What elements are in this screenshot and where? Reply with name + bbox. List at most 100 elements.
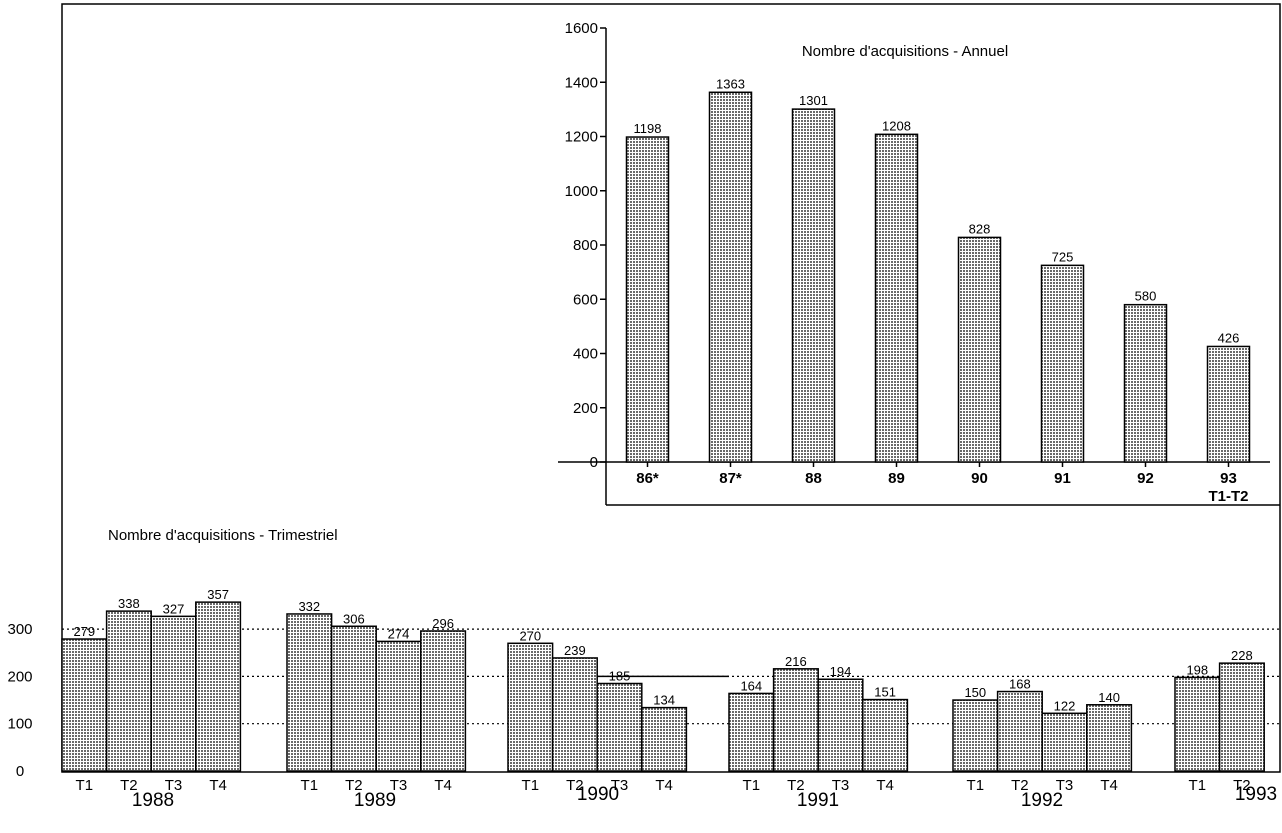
quarterly-bar [817,678,864,772]
quarterly-quarter-label: T2 [120,777,138,794]
quarterly-bar [862,698,909,772]
annual-value-label: 426 [1218,330,1240,345]
annual-value-label: 725 [1052,249,1074,264]
quarterly-bar [195,601,242,772]
quarterly-bar [952,699,999,772]
quarterly-value-label: 134 [653,693,675,708]
quarterly-quarter-label: T2 [566,777,584,794]
quarterly-quarter-label: T2 [787,777,805,794]
quarterly-bar [375,640,422,772]
annual-x-tick-label: 90 [971,470,988,487]
quarterly-value-label: 357 [207,587,229,602]
quarterly-bar [551,657,598,772]
annual-y-tick-label: 400 [573,346,598,363]
quarterly-bar [641,706,688,772]
annual-x-tick-label: 89 [888,470,905,487]
quarterly-year-label: 1988 [132,790,174,811]
quarterly-bar [728,692,775,772]
annual-y-tick-label: 800 [573,237,598,254]
annual-y-tick-label: 600 [573,291,598,308]
quarterly-bar [61,638,108,772]
quarterly-bar [596,682,643,772]
quarterly-year-label: 1989 [354,790,396,811]
quarterly-quarter-label: T2 [345,777,363,794]
quarterly-value-label: 332 [298,599,320,614]
quarterly-quarter-label: T1 [1189,777,1207,794]
quarterly-value-label: 168 [1009,677,1031,692]
quarterly-quarter-label: T4 [1100,777,1118,794]
quarterly-value-label: 228 [1231,648,1253,663]
annual-y-tick-label: 1200 [565,129,598,146]
quarterly-value-label: 151 [874,685,896,700]
annual-x-tick-label: 93 [1220,470,1237,487]
quarterly-quarter-label: T3 [1056,777,1074,794]
quarterly-value-label: 306 [343,611,365,626]
quarterly-bar [1218,662,1265,772]
annual-bar [791,108,836,463]
quarterly-value-label: 338 [118,596,140,611]
quarterly-quarter-label: T1 [743,777,761,794]
quarterly-value-label: 150 [964,685,986,700]
quarterly-value-label: 216 [785,654,807,669]
quarterly-quarter-label: T2 [1011,777,1029,794]
quarterly-bar [996,690,1043,772]
quarterly-year-label: 1990 [577,784,619,805]
quarterly-quarter-label: T1 [522,777,540,794]
annual-value-label: 828 [969,221,991,236]
outer-frame [61,3,1281,773]
quarterly-quarter-label: T3 [611,777,629,794]
quarterly-quarter-label: T4 [209,777,227,794]
annual-x-tick-label: T1-T2 [1208,488,1248,505]
quarterly-value-label: 198 [1186,662,1208,677]
quarterly-year-label: 1993 [1235,784,1277,805]
quarterly-year-label: 1991 [797,790,839,811]
annual-x-tick-label: 91 [1054,470,1071,487]
quarterly-quarter-label: T1 [76,777,94,794]
quarterly-y-tick-label: 100 [7,716,32,733]
quarterly-quarter-label: T3 [390,777,408,794]
quarterly-chart-title: Nombre d'acquisitions - Trimestriel [108,527,338,544]
quarterly-value-label: 327 [163,601,185,616]
quarterly-quarter-label: T1 [967,777,985,794]
annual-x-tick-label: 92 [1137,470,1154,487]
annual-x-tick-label: 88 [805,470,822,487]
quarterly-quarter-label: T3 [165,777,183,794]
quarterly-bar [286,613,333,772]
quarterly-year-label: 1992 [1021,790,1063,811]
quarterly-value-label: 270 [519,628,541,643]
annual-value-label: 1363 [716,76,745,91]
quarterly-quarter-label: T4 [876,777,894,794]
quarterly-value-label: 279 [73,624,95,639]
quarterly-bar [330,625,377,772]
annual-y-tick-label: 1000 [565,183,598,200]
quarterly-value-label: 194 [830,664,852,679]
quarterly-y-tick-label: 0 [16,763,24,780]
quarterly-value-label: 164 [740,678,762,693]
annual-y-tick-label: 1600 [565,20,598,37]
quarterly-bar [150,615,197,772]
quarterly-bar [772,668,819,772]
annual-bar [625,136,670,463]
quarterly-bar [1041,712,1088,772]
annual-x-tick-label: 87* [719,470,742,487]
quarterly-value-label: 296 [432,616,454,631]
annual-chart-title: Nombre d'acquisitions - Annuel [802,43,1008,60]
annual-bar [874,133,919,463]
annual-x-tick-label: 86* [636,470,659,487]
quarterly-bar [507,642,554,772]
quarterly-quarter-label: T4 [655,777,673,794]
quarterly-chart: 0 100 200 300 Nombre d'acquisitions - Trimes… [7,527,1280,811]
annual-value-label: 1301 [799,93,828,108]
quarterly-quarter-label: T3 [832,777,850,794]
annual-bar [1040,264,1085,463]
annual-bar [1123,303,1168,463]
quarterly-quarter-label: T2 [1233,777,1251,794]
quarterly-value-label: 274 [388,626,410,641]
annual-value-label: 580 [1135,289,1157,304]
quarterly-y-tick-label: 200 [7,668,32,685]
annual-bar [957,236,1002,463]
quarterly-bar [1174,676,1221,772]
quarterly-y-tick-label: 300 [7,621,32,638]
quarterly-value-label: 239 [564,643,586,658]
